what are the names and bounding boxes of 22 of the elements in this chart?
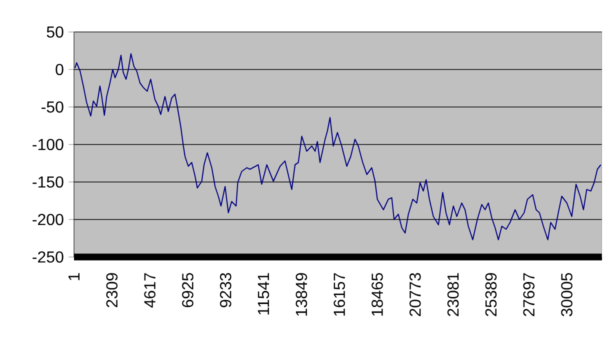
x-tick-label: 30005 xyxy=(561,273,572,316)
y-tick-label: -150 xyxy=(32,176,64,188)
y-tick-label: 50 xyxy=(46,26,64,38)
x-tick-label: 9233 xyxy=(220,273,232,308)
line-series xyxy=(74,53,602,240)
x-tick-label: 18465 xyxy=(372,273,383,316)
x-tick-label: 27697 xyxy=(523,273,535,316)
x-tick-label: 16157 xyxy=(334,273,345,316)
x-tick-label: 20773 xyxy=(409,273,421,316)
x-tick-label: 6925 xyxy=(182,273,194,308)
x-tick-label: 2309 xyxy=(106,273,118,308)
x-tick-label: 25389 xyxy=(485,273,497,316)
x-tick-label: 23081 xyxy=(447,273,459,316)
y-tick-label: -200 xyxy=(32,214,64,226)
x-tick-label: 13849 xyxy=(296,273,308,316)
x-tick-label: 11541 xyxy=(258,273,270,314)
x-tick-label: 4617 xyxy=(144,273,156,308)
x-tick-label: 1 xyxy=(68,273,80,280)
y-tick-label: 0 xyxy=(56,64,64,76)
y-tick-label: -250 xyxy=(32,251,64,263)
y-tick-label: -50 xyxy=(42,101,64,113)
y-tick-label: -100 xyxy=(32,138,64,150)
